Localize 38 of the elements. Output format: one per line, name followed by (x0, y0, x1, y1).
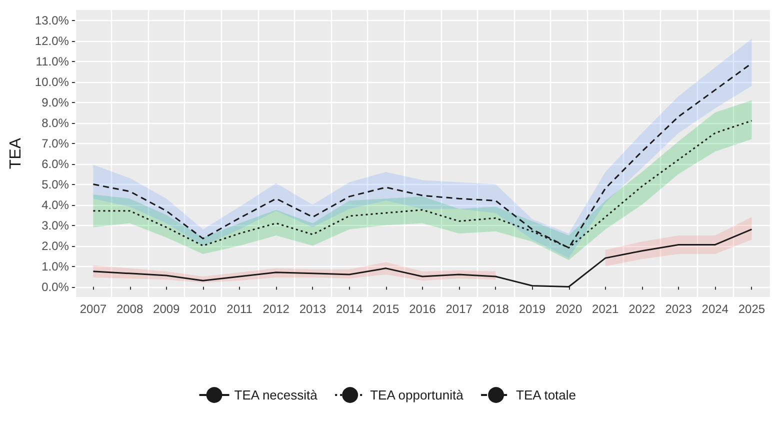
x-tick-label: 2010 (190, 302, 217, 316)
x-tick-label: 2023 (665, 302, 692, 316)
x-tick-label: 2008 (116, 302, 144, 316)
line-series (92, 228, 752, 288)
x-tick-label: 2017 (446, 302, 473, 316)
legend-label: TEA totale (516, 388, 576, 402)
x-tick-label: 2012 (262, 302, 290, 316)
y-axis-title: TEA (8, 138, 24, 170)
legend-label: TEA opportunità (370, 388, 464, 402)
y-tick-label: 1.0% (42, 259, 70, 274)
y-tick-label: 6.0% (42, 156, 70, 171)
x-tick-label: 2014 (336, 302, 363, 316)
x-tick-label: 2024 (702, 302, 729, 316)
y-tick-label: 13.0% (34, 13, 70, 28)
legend-label: TEA necessità (234, 388, 318, 402)
x-tick-label: 2021 (592, 302, 620, 316)
x-tick-label: 2022 (628, 302, 656, 316)
y-tick-label: 0.0% (42, 280, 70, 294)
y-tick-label: 11.0% (36, 54, 70, 68)
y-tick-label: 8.0% (42, 116, 70, 130)
y-tick-label: 9.0% (42, 95, 70, 110)
y-tick-label: 10.0% (34, 74, 70, 89)
y-tick-label: 12.0% (34, 34, 70, 48)
y-tick-label: 5.0% (42, 177, 70, 192)
y-tick-label: 3.0% (42, 218, 70, 232)
x-tick-label: 2020 (555, 302, 582, 316)
x-tick-label: 2015 (372, 302, 400, 316)
x-tick-label: 2016 (409, 302, 436, 316)
x-tick-label: 2011 (226, 302, 253, 316)
x-tick-label: 2009 (153, 302, 180, 316)
x-tick-label: 2019 (518, 302, 546, 316)
x-tick-label: 2007 (80, 302, 107, 316)
y-tick-label: 7.0% (42, 136, 70, 150)
x-tick-label: 2025 (738, 302, 766, 316)
x-tick-label: 2013 (299, 302, 326, 316)
x-tick-label: 2018 (482, 302, 510, 316)
y-tick-label: 2.0% (42, 238, 70, 253)
y-tick-label: 4.0% (42, 198, 70, 212)
